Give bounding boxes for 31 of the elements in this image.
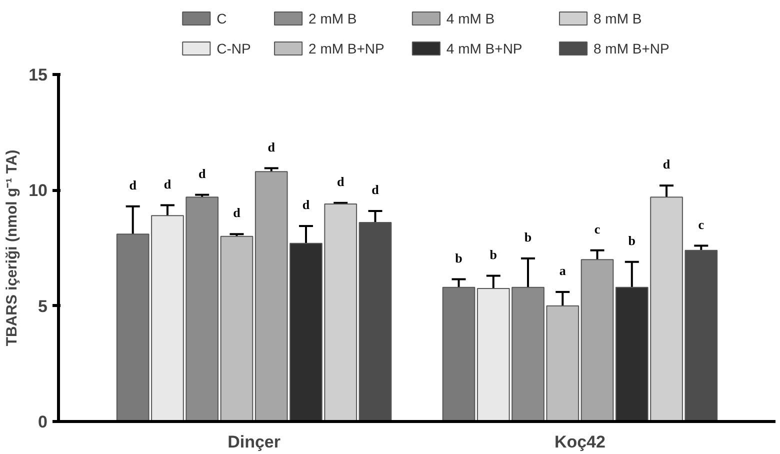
annotation: d [337, 174, 345, 190]
legend-label: 8 mM B [593, 10, 642, 26]
annotation: d [129, 177, 138, 192]
annotation: b [628, 233, 636, 248]
legend-label: 2 mM B+NP [308, 40, 384, 56]
annotation: d [198, 166, 206, 181]
annotation: d [302, 197, 310, 212]
annotation: b [455, 250, 462, 266]
annotation: a [559, 263, 566, 278]
annotation: c [594, 221, 600, 236]
y-tick-label: 10 [28, 181, 48, 200]
x-tick-label: Koç42 [554, 432, 606, 452]
annotation: b [490, 246, 498, 262]
annotation: b [524, 230, 532, 245]
y-tick-label: 0 [38, 412, 48, 432]
x-tick-label: Dinçer [228, 432, 281, 452]
y-axis-title: TBARS içeriği (nmol g⁻¹ TA) [4, 150, 21, 346]
annotation: d [233, 205, 242, 220]
y-tick-label: 5 [38, 296, 48, 316]
legend-label: 2 mM B [308, 10, 357, 26]
legend-label: 4 mM B+NP [446, 40, 522, 56]
annotation: d [372, 182, 380, 198]
annotation: d [662, 156, 671, 172]
legend-label: C-NP [216, 40, 251, 56]
y-tick-label: 15 [28, 66, 48, 84]
annotation: d [268, 139, 276, 154]
legend-label: 4 mM B [446, 10, 495, 26]
annotation: c [698, 216, 704, 232]
legend-label: C [216, 10, 227, 26]
annotation: d [164, 176, 172, 192]
legend-label: 8 mM B+NP [593, 40, 670, 56]
